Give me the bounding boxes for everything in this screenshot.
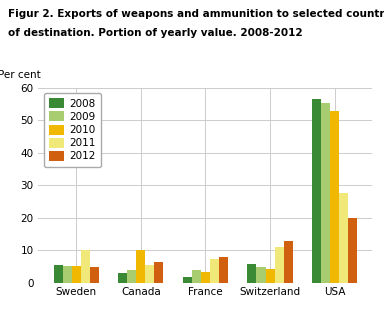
Bar <box>192 270 201 283</box>
Text: Per cent: Per cent <box>0 70 41 80</box>
Bar <box>81 250 90 283</box>
Bar <box>284 241 293 283</box>
Bar <box>265 269 275 283</box>
Bar <box>275 247 284 283</box>
Bar <box>54 265 63 283</box>
Bar <box>201 272 210 283</box>
Bar <box>348 218 357 283</box>
Bar <box>63 266 72 283</box>
Bar <box>321 104 330 283</box>
Bar <box>210 259 219 283</box>
Bar <box>257 267 265 283</box>
Bar <box>72 266 81 283</box>
Bar <box>339 193 348 283</box>
Text: of destination. Portion of yearly value. 2008-2012: of destination. Portion of yearly value.… <box>8 28 302 38</box>
Bar <box>154 263 164 283</box>
Bar <box>312 99 321 283</box>
Bar <box>146 265 154 283</box>
Bar <box>127 270 136 283</box>
Bar <box>330 111 339 283</box>
Bar <box>136 251 146 283</box>
Bar <box>183 277 192 283</box>
Bar <box>90 267 99 283</box>
Bar <box>247 264 257 283</box>
Bar <box>118 273 127 283</box>
Bar <box>219 257 228 283</box>
Text: Figur 2. Exports of weapons and ammunition to selected countries: Figur 2. Exports of weapons and ammuniti… <box>8 9 384 19</box>
Legend: 2008, 2009, 2010, 2011, 2012: 2008, 2009, 2010, 2011, 2012 <box>44 93 101 167</box>
